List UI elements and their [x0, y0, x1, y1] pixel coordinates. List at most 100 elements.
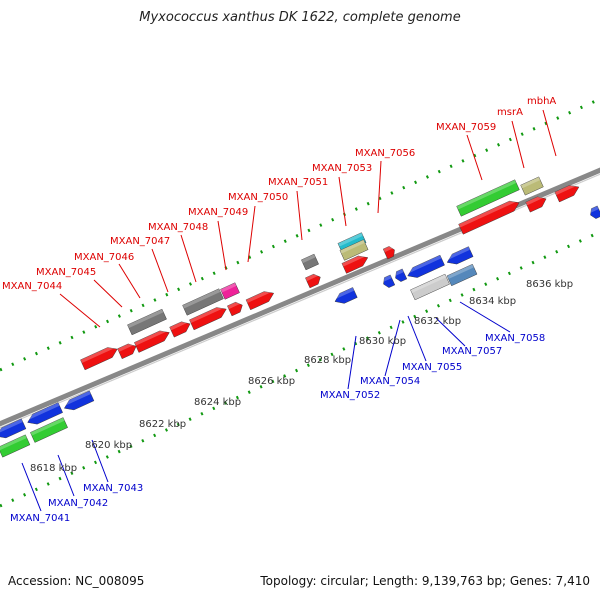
gene-feature-shine [406, 255, 442, 275]
gene-top-leader [118, 263, 141, 299]
gene-bottom-label: MXAN_7054 [360, 376, 420, 387]
gene-top-label: MXAN_7056 [355, 148, 415, 159]
gene-feature-steel [446, 263, 478, 287]
gene-feature-shine [458, 200, 519, 228]
scale-kbp-label: 8620 kbp [85, 440, 132, 451]
gene-feature-red [525, 196, 547, 213]
gene-feature-shine [80, 347, 117, 364]
gene-feature-blue [383, 274, 396, 288]
gene-top-label: MXAN_7047 [110, 236, 170, 247]
gene-feature-shine [301, 254, 316, 264]
scale-kbp-label: 8632 kbp [414, 316, 461, 327]
scale-kbp-label: 8618 kbp [30, 463, 77, 474]
gene-feature-shine [383, 246, 394, 253]
gene-feature-shine [525, 196, 546, 206]
gene-feature-red [245, 291, 275, 311]
gene-feature-red [134, 330, 170, 353]
gene-feature-shine [305, 274, 320, 282]
gene-feature-blue [395, 268, 408, 282]
gene-feature-shine [189, 307, 226, 324]
gene-feature-shine [446, 246, 471, 261]
gene-feature-shine [589, 205, 599, 214]
label-leader-lines [21, 109, 557, 512]
gene-feature-red [458, 200, 520, 235]
gene-feature-shine [245, 291, 273, 303]
gene-top-leader [338, 176, 347, 227]
gene-feature-shine [456, 179, 517, 210]
gene-top-label: MXAN_7053 [312, 163, 372, 174]
gene-feature-shine [0, 418, 23, 435]
gene-feature-gray [301, 253, 319, 271]
gene-feature-shine [334, 287, 355, 300]
gene-feature-shine [227, 302, 242, 310]
genome-summary-text: Topology: circular; Length: 9,139,763 bp… [260, 574, 590, 588]
gene-bottom-leader [21, 462, 42, 512]
gene-top-leader [542, 109, 557, 157]
gene-feature-shine [220, 282, 237, 293]
scale-kbp-label: 8624 kbp [194, 397, 241, 408]
gene-top-label: MXAN_7051 [268, 177, 328, 188]
gene-feature-blue [64, 390, 95, 411]
gene-top-label: mbhA [527, 96, 556, 107]
gene-bottom-label: MXAN_7057 [442, 346, 502, 357]
gene-top-leader [247, 205, 256, 263]
gene-feature-shine [341, 255, 368, 267]
gene-feature-blue [0, 418, 27, 439]
gene-top-leader [217, 220, 227, 271]
accession-text: Accession: NC_008095 [8, 574, 145, 588]
gene-top-leader [151, 248, 169, 293]
gene-feature-tan [520, 176, 544, 196]
gene-feature-tan [339, 239, 369, 261]
label-layer: 8618 kbp 8620 kbp 8622 kbp 8624 kbp 8626 kbp… [2, 96, 573, 524]
gene-feature-shine [382, 274, 392, 283]
gene-feature-shine [410, 274, 447, 294]
gene-bottom-leader [435, 317, 466, 347]
gene-bottom-leader [459, 301, 511, 333]
gene-feature-shine [169, 321, 190, 331]
gene-top-label: MXAN_7044 [2, 281, 62, 292]
gene-feature-blue [334, 287, 358, 304]
gene-bottom-leader [407, 315, 427, 362]
gene-top-leader [180, 234, 197, 283]
gene-top-label: MXAN_7048 [148, 222, 208, 233]
gene-top-label: MXAN_7059 [436, 122, 496, 133]
gene-top-label: MXAN_7045 [36, 267, 96, 278]
gene-top-leader [296, 190, 303, 241]
gene-feature-green [0, 434, 31, 458]
gene-feature-red [305, 273, 321, 289]
gene-feature-red [554, 185, 580, 203]
scale-kbp-label: 8626 kbp [248, 376, 295, 387]
gene-top-leader [466, 134, 483, 181]
gene-feature-red [341, 255, 369, 274]
gene-feature-red [382, 246, 395, 260]
gene-bottom-leader [91, 439, 109, 483]
gene-feature-blue [27, 402, 63, 425]
gene-bottom-leader [347, 335, 357, 390]
gene-feature-blue [446, 246, 474, 265]
gene-feature-magenta [220, 282, 240, 300]
gene-feature-shine [554, 185, 579, 196]
gene-feature-green [456, 179, 520, 217]
gene-feature-red [189, 307, 227, 331]
map-title: Myxococcus xanthus DK 1622, complete gen… [139, 10, 461, 25]
scale-kbp-label: 8636 kbp [526, 279, 573, 290]
gene-feature-red [117, 343, 137, 360]
gene-feature-blue [407, 254, 445, 278]
gene-top-label: MXAN_7046 [74, 252, 134, 263]
gene-feature-shine [339, 239, 366, 254]
gene-feature-shine [446, 264, 474, 279]
gene-bottom-leader [57, 454, 75, 497]
gene-feature-shine [134, 330, 169, 346]
gene-top-leader [511, 120, 525, 169]
scale-kbp-label: 8630 kbp [359, 336, 406, 347]
gene-feature-shine [127, 309, 164, 329]
scale-kbp-label: 8628 kbp [304, 355, 351, 366]
gene-feature-shine [63, 390, 91, 407]
gene-bottom-label: MXAN_7052 [320, 390, 380, 401]
gene-feature-gray [127, 308, 167, 336]
gene-feature-shine [0, 434, 27, 451]
gene-top-label: MXAN_7049 [188, 207, 248, 218]
gene-bottom-label: MXAN_7058 [485, 333, 545, 344]
